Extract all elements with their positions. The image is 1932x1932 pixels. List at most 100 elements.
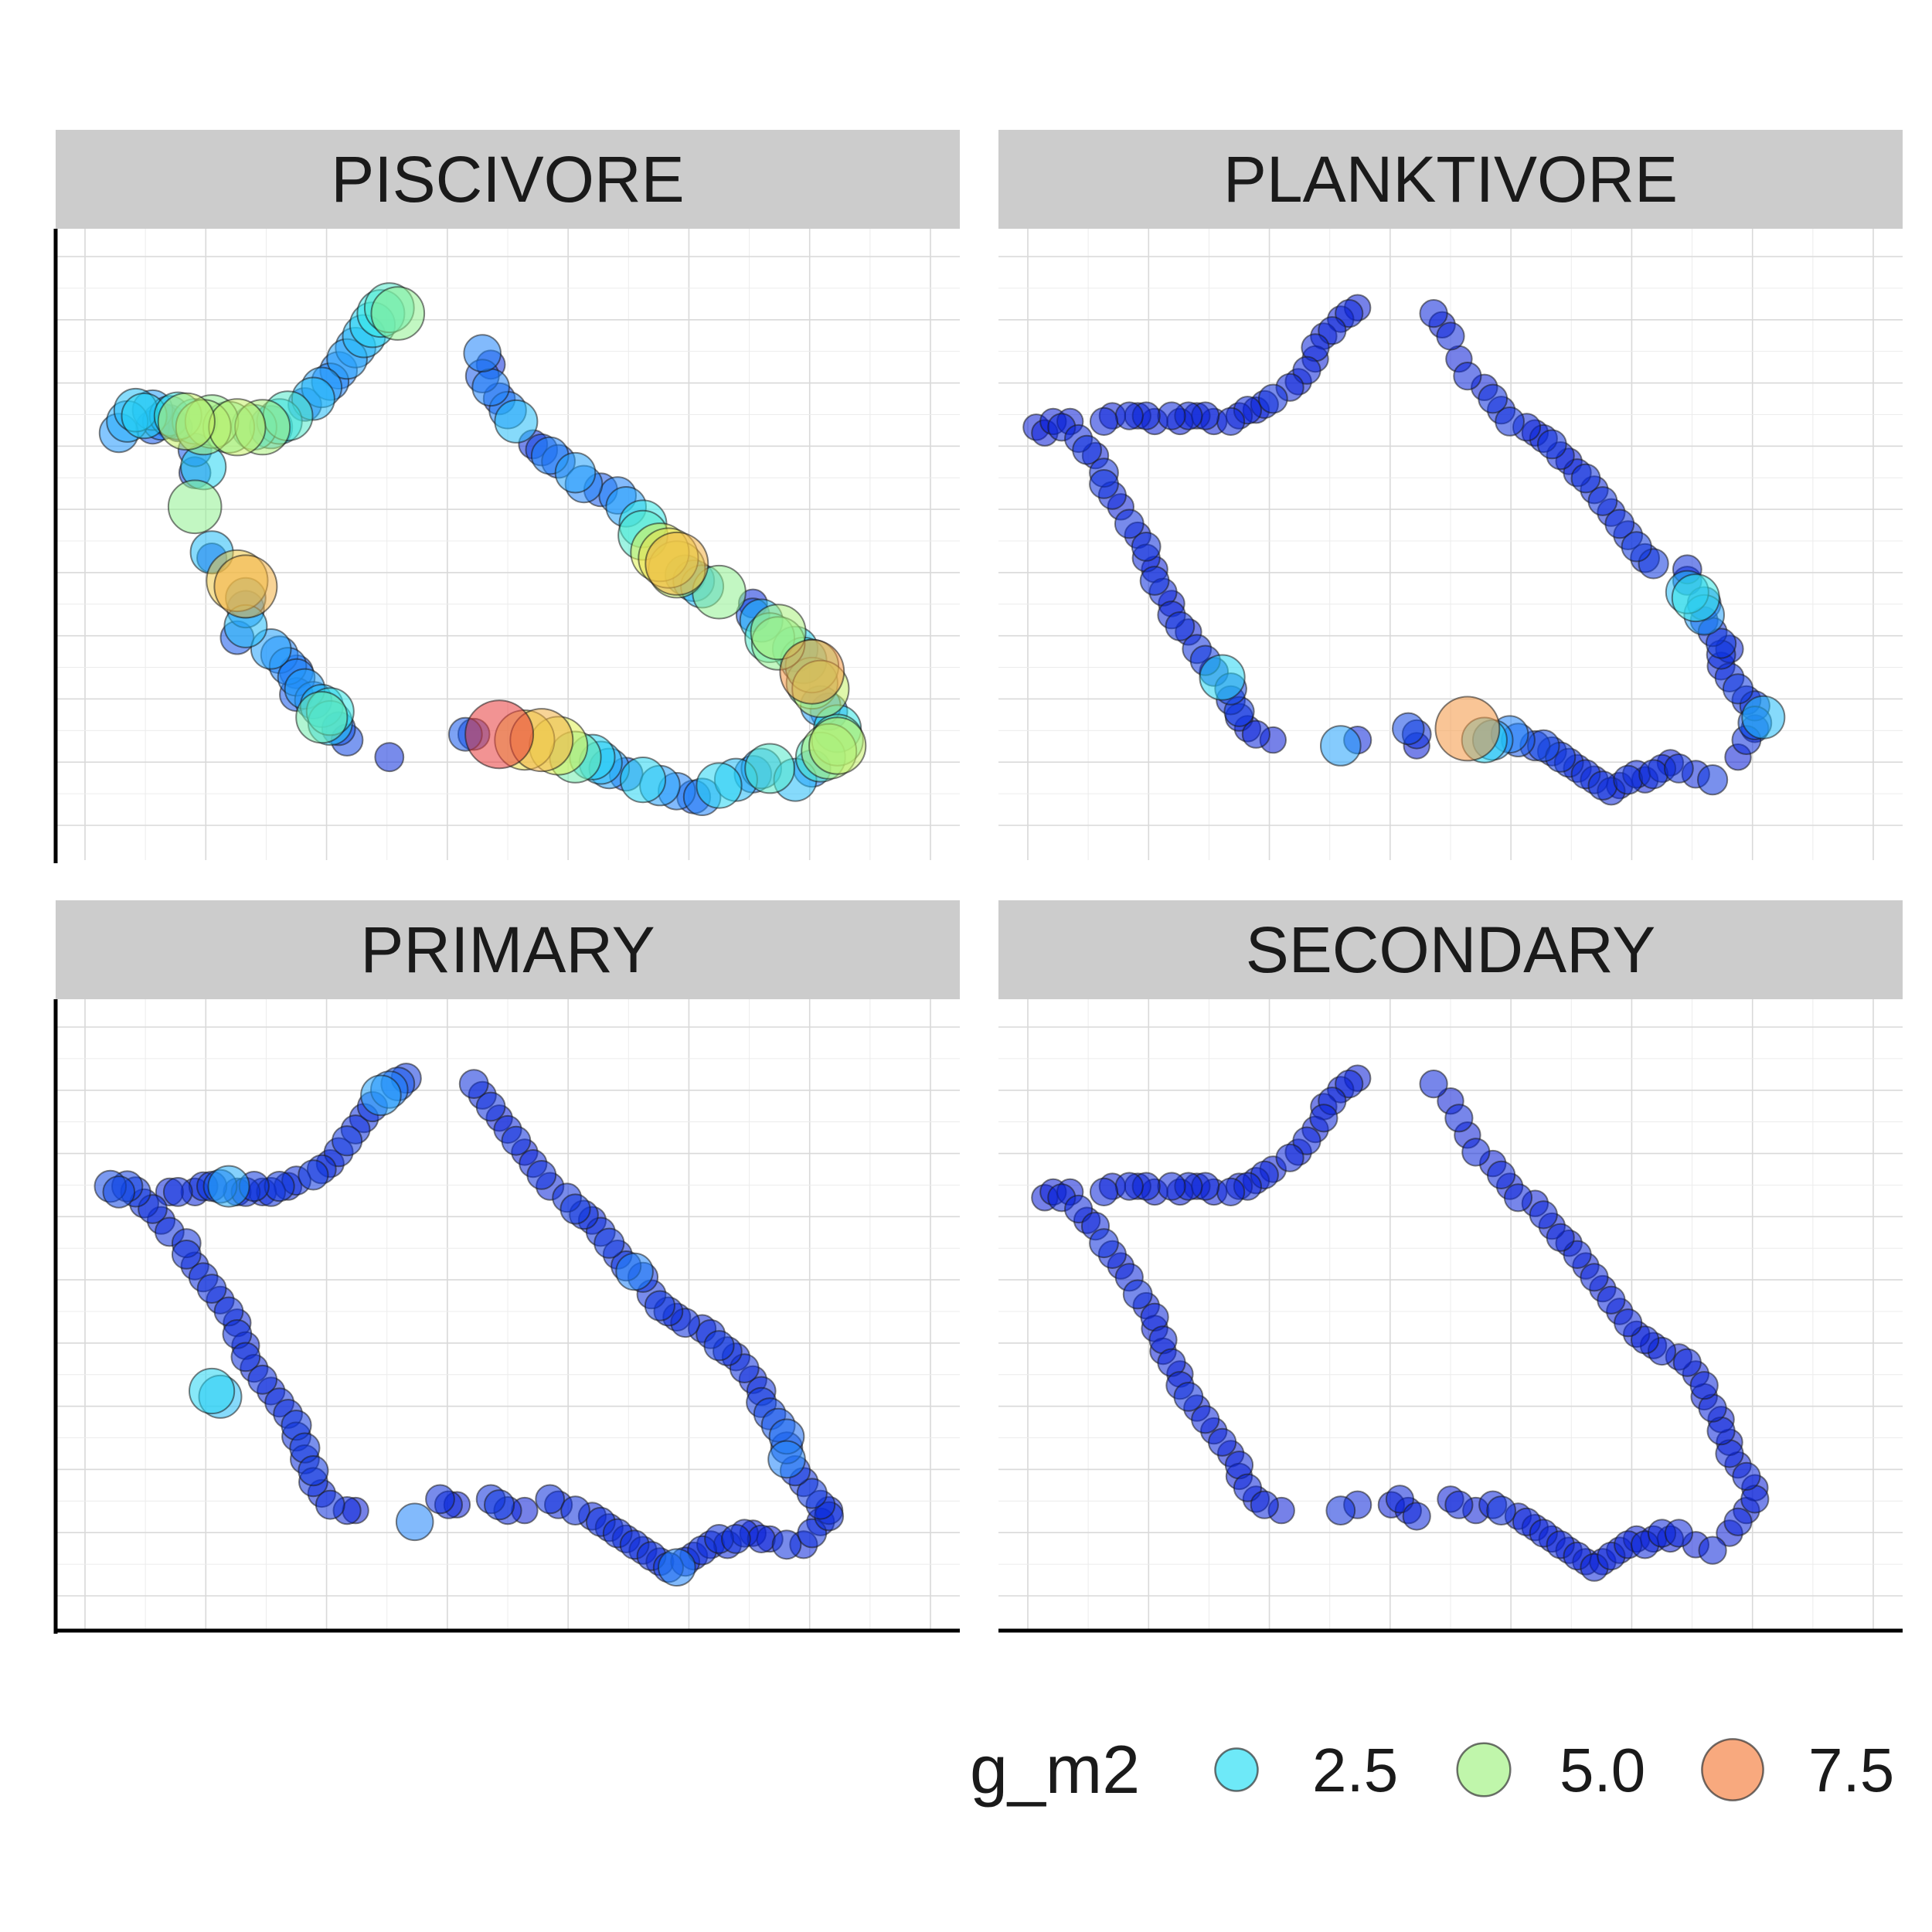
data-point [535, 1484, 566, 1515]
data-point [1487, 1160, 1516, 1190]
data-point [1671, 573, 1720, 623]
facet-panel-secondary: SECONDARY [998, 900, 1903, 1633]
data-point [1335, 299, 1364, 328]
data-point [1672, 1348, 1702, 1377]
legend-key-circle [1701, 1738, 1764, 1801]
data-point [1173, 1382, 1204, 1412]
data-point [374, 742, 405, 773]
data-point [1199, 654, 1246, 701]
data-point [1114, 401, 1144, 430]
data-point [1325, 1495, 1356, 1526]
data-point [721, 1524, 751, 1554]
facet-panel-primary: PRIMARY [53, 900, 960, 1634]
data-point [370, 286, 426, 341]
data-point [594, 1227, 625, 1259]
data-point [1419, 1070, 1448, 1099]
facet-panels: PISCIVORE PLANKTIVORE PRIMARY SECONDARY [53, 130, 1903, 1634]
data-point [1122, 1279, 1153, 1310]
facet-strip [56, 130, 960, 229]
data-point [1275, 1143, 1304, 1172]
data-point [458, 1069, 489, 1099]
legend-key-circle [1214, 1747, 1259, 1792]
data-point [1139, 566, 1170, 596]
data-point [247, 1364, 278, 1395]
data-point [750, 604, 807, 661]
data-point [1309, 1104, 1338, 1133]
data-point [1216, 406, 1246, 437]
data-point [471, 368, 510, 407]
data-point [475, 1091, 506, 1122]
data-point [1089, 406, 1119, 437]
data-point [779, 638, 845, 705]
data-point [1444, 1490, 1474, 1519]
data-point [425, 1484, 455, 1515]
data-point [1089, 469, 1119, 499]
legend-key-label: 5.0 [1560, 1736, 1645, 1804]
data-point [1453, 362, 1482, 391]
legend: g_m2 2.5 5.0 7.5 [970, 1731, 1894, 1808]
data-point [484, 1489, 515, 1521]
data-point [1292, 355, 1321, 385]
data-point [747, 1524, 776, 1554]
data-point [1604, 509, 1635, 539]
data-point [1089, 1177, 1119, 1207]
data-point [360, 1074, 402, 1117]
data-point [744, 743, 795, 794]
facet-panel-piscivore: PISCIVORE [53, 130, 960, 863]
data-point [1664, 753, 1694, 784]
data-point [162, 1177, 193, 1207]
data-point [1444, 1104, 1474, 1133]
data-point [1165, 611, 1196, 641]
data-point [696, 762, 743, 809]
data-point [1486, 1495, 1516, 1526]
data-point [1689, 1371, 1719, 1400]
data-point [298, 1159, 329, 1191]
data-point [1536, 429, 1567, 460]
data-point [1320, 725, 1362, 767]
data-point [213, 554, 278, 619]
data-point [1664, 1519, 1693, 1548]
gridlines [56, 999, 960, 1631]
data-point [771, 1529, 802, 1560]
data-point [526, 1160, 557, 1190]
facet-strip-label: PRIMARY [360, 913, 655, 986]
data-point [554, 451, 597, 494]
data-point [1563, 1240, 1592, 1270]
data-point [464, 699, 535, 770]
data-point [767, 1440, 806, 1479]
gridlines [998, 999, 1903, 1631]
data-point [1216, 1177, 1246, 1207]
data-point [560, 1193, 591, 1225]
data-point [1208, 1427, 1237, 1457]
data-point [796, 1478, 828, 1509]
data-point [1580, 1263, 1609, 1292]
data-point [1587, 770, 1618, 801]
legend-key-circle [1456, 1742, 1512, 1798]
data-point [1503, 1183, 1533, 1213]
data-point [1257, 383, 1288, 414]
data-point [1157, 401, 1186, 430]
data-point [1741, 695, 1786, 740]
data-point [295, 691, 349, 744]
data-point [1597, 1285, 1626, 1315]
data-point [1392, 712, 1425, 746]
data-point [1638, 759, 1669, 790]
data-point [1131, 532, 1162, 562]
data-point [615, 1252, 654, 1291]
data-point [1250, 1490, 1279, 1519]
data-point [1402, 1502, 1431, 1531]
data-point [207, 1165, 250, 1208]
data-point [1698, 1536, 1727, 1565]
data-point [1587, 486, 1618, 516]
data-point [196, 1274, 227, 1304]
data-point [1722, 673, 1754, 705]
data-point [208, 398, 267, 457]
legend-key-label: 2.5 [1312, 1736, 1398, 1804]
data-point [102, 1175, 136, 1209]
legend-title: g_m2 [970, 1731, 1140, 1808]
data-point [167, 479, 223, 535]
data-point [1292, 1126, 1321, 1155]
data-point [1621, 531, 1652, 563]
data-point [1697, 764, 1729, 796]
data-point [171, 1240, 202, 1270]
